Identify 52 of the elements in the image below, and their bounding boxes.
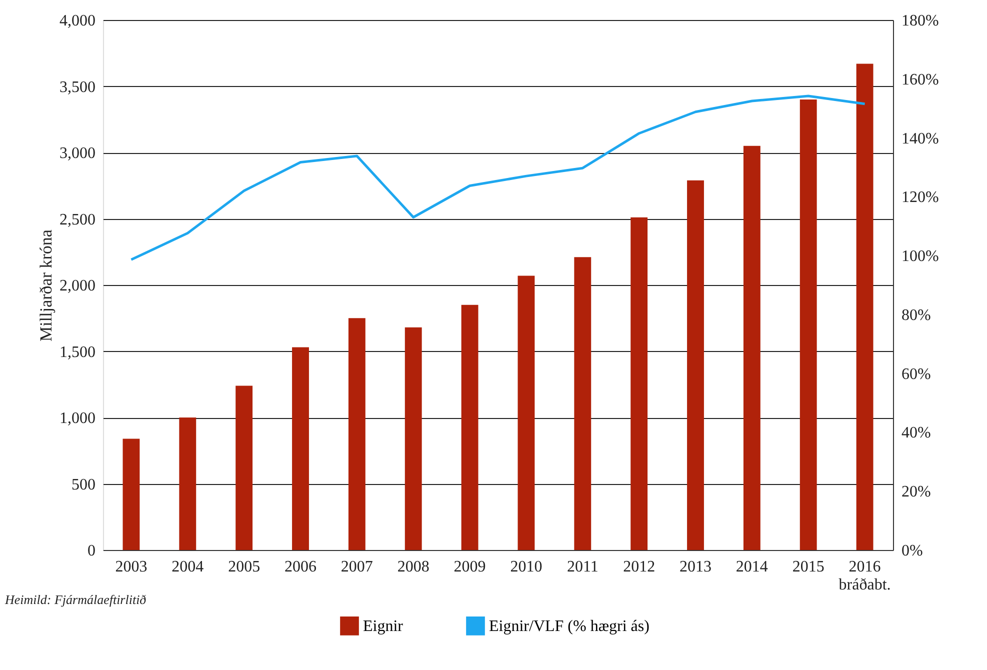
- y2-tick-label: 60%: [902, 366, 931, 383]
- y-tick-label: 4,000: [60, 12, 96, 30]
- x-tick-label: 2004: [172, 558, 204, 576]
- x-tick-label: 2014: [736, 558, 768, 576]
- y-tick-label: 2,500: [60, 211, 96, 228]
- bar: [179, 418, 196, 550]
- legend-label: Eignir/VLF (% hægri ás): [489, 618, 650, 635]
- x-tick-label: 2012: [623, 558, 656, 576]
- bar: [518, 276, 535, 550]
- y-axis-title: Milljarðar króna: [36, 229, 56, 342]
- y-tick-label: 2,000: [60, 278, 96, 294]
- bar: [348, 318, 366, 550]
- bar: [292, 347, 309, 550]
- x-tick-label: 2009: [454, 558, 486, 576]
- y2-tick-label: 40%: [902, 424, 931, 442]
- y2-tick-label: 0%: [902, 542, 923, 560]
- x-tick-label: 2008: [397, 558, 430, 576]
- bar: [122, 438, 140, 550]
- x-tick-label: 2010: [510, 558, 542, 576]
- y2-tick-label: 100%: [902, 248, 939, 266]
- x-tick-label: 2005: [228, 558, 260, 576]
- bar: [800, 100, 817, 550]
- y-tick-label: 1,000: [60, 410, 96, 427]
- bar: [461, 304, 478, 550]
- bar: [743, 146, 760, 550]
- x-tick-label: 2007: [340, 558, 373, 576]
- bar: [856, 64, 874, 550]
- x-tick-label: 2013: [680, 558, 712, 576]
- y-tick-label: 500: [72, 476, 96, 494]
- x-tick-label: 2011: [566, 558, 598, 576]
- bar: [404, 327, 422, 550]
- y-tick-label: 3,000: [60, 145, 96, 162]
- y2-tick-label: 80%: [902, 306, 931, 324]
- y2-tick-label: 120%: [902, 189, 939, 206]
- x-tick-label: 2016 bráðabt.: [838, 558, 891, 594]
- y2-tick-label: 180%: [902, 12, 939, 30]
- y-tick-label: 1,500: [60, 344, 96, 361]
- x-tick-label: 2015: [792, 558, 824, 576]
- y-tick-label: 0: [88, 542, 96, 560]
- text: Heimild: Fjármálaeftirlitið: [4, 592, 147, 607]
- y2-tick-label: 160%: [902, 71, 939, 88]
- y-tick-label: 3,500: [60, 78, 96, 96]
- x-tick-label: 2003: [115, 558, 148, 576]
- y2-tick-label: 140%: [902, 130, 939, 148]
- y2-tick-label: 20%: [902, 484, 931, 501]
- bar: [630, 217, 648, 550]
- bar: [687, 180, 704, 550]
- bar: [574, 257, 592, 550]
- line-series: [130, 94, 866, 261]
- bar: [236, 386, 253, 550]
- x-tick-label: 2006: [284, 558, 316, 576]
- legend-label: Eignir: [363, 618, 404, 635]
